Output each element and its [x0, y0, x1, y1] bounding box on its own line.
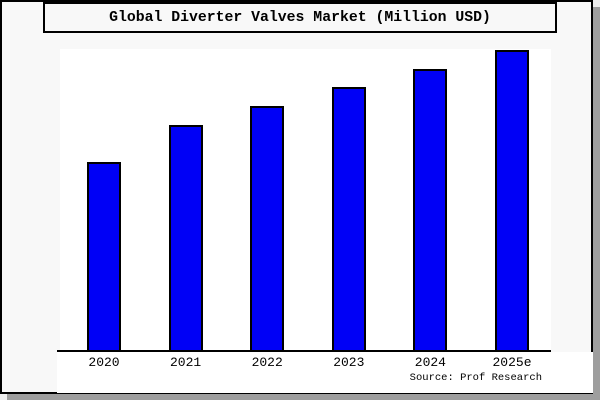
source-text: Source: Prof Research [409, 372, 542, 384]
bar-2024 [413, 69, 448, 350]
chart-title: Global Diverter Valves Market (Million U… [109, 9, 491, 26]
bar-2020 [87, 162, 121, 350]
plot-area [60, 49, 551, 350]
chart-title-box: Global Diverter Valves Market (Million U… [43, 2, 557, 33]
chart-box: Global Diverter Valves Market (Million U… [0, 0, 593, 394]
bar-2021 [168, 125, 203, 350]
axis-label-strip [57, 352, 593, 393]
x-axis-label-2025e: 2025e [492, 355, 532, 370]
x-axis-label-2022: 2022 [251, 355, 283, 370]
x-axis-label-2024: 2024 [414, 355, 446, 370]
bar-2022 [250, 106, 285, 350]
x-axis-label-2021: 2021 [169, 355, 202, 370]
bar-2025e [495, 50, 529, 350]
bar-2023 [331, 87, 366, 350]
x-axis-line [57, 350, 551, 352]
x-axis-label-2023: 2023 [333, 355, 365, 370]
x-axis-label-2020: 2020 [88, 355, 120, 370]
